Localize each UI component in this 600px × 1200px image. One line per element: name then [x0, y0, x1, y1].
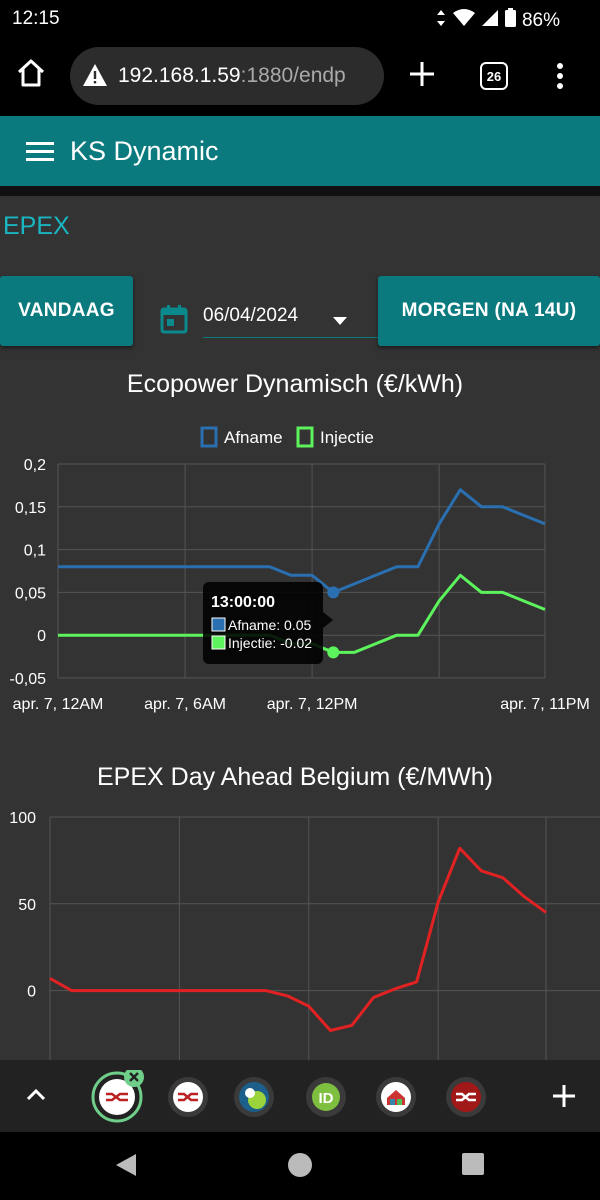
- warning-icon[interactable]: [82, 63, 108, 92]
- tooltip-title: 13:00:00: [211, 594, 275, 611]
- app-dock: ID: [0, 1060, 600, 1132]
- x-tick-label: apr. 7, 12AM: [13, 696, 104, 713]
- y-tick-label: -0,05: [10, 671, 47, 688]
- series-line-afname: [58, 488, 546, 594]
- tooltip-caret: [323, 612, 333, 628]
- y-tick-label: 0: [27, 984, 36, 1001]
- tooltip-swatch-1: [211, 635, 226, 650]
- date-value: 06/04/2024: [203, 305, 299, 326]
- today-button[interactable]: VANDAAG: [0, 276, 133, 346]
- y-tick-label: 0,2: [24, 457, 46, 474]
- battery-percent: 86%: [521, 9, 560, 31]
- x-tick-label: apr. 7, 11PM: [500, 696, 590, 713]
- hamburger-menu-icon[interactable]: [26, 140, 54, 167]
- more-menu-icon[interactable]: [556, 62, 564, 95]
- app-title: KS Dynamic: [70, 136, 219, 166]
- status-bar: 12:15 86%: [0, 0, 600, 38]
- home-nav-icon[interactable]: [287, 1152, 313, 1183]
- url-host: 192.168.1.59: [118, 64, 241, 87]
- tooltip-swatch-0: [211, 617, 226, 632]
- tooltip-box: [203, 582, 323, 664]
- status-time: 12:15: [12, 8, 60, 29]
- new-tab-button[interactable]: [408, 60, 436, 93]
- y-tick-label: 0,05: [15, 585, 46, 602]
- epex-chart[interactable]: 100 50 0: [0, 800, 600, 1060]
- tooltip-line-0: Afname: 0.05: [228, 617, 311, 633]
- system-nav-bar: [0, 1132, 600, 1200]
- section-title: EPEX: [3, 212, 70, 240]
- nodered-app-icon-2[interactable]: [166, 1075, 210, 1124]
- url-text[interactable]: 192.168.1.59:1880/endp: [118, 64, 376, 88]
- add-icon[interactable]: [552, 1084, 576, 1113]
- legend-swatch-1: [296, 426, 314, 448]
- status-icons: 86%: [435, 8, 560, 33]
- header-divider: [0, 186, 600, 196]
- series-line-epex: [49, 846, 547, 1032]
- chevron-down-icon[interactable]: [333, 312, 347, 330]
- nodered-app-icon[interactable]: [90, 1067, 144, 1129]
- app-header: KS Dynamic: [0, 116, 600, 186]
- energy-app-icon[interactable]: [232, 1075, 276, 1124]
- tab-switcher-button[interactable]: 26: [480, 62, 508, 90]
- data-arrows-icon: [435, 9, 447, 33]
- home-app-icon[interactable]: [374, 1075, 418, 1124]
- url-bar[interactable]: 192.168.1.59:1880/endp: [70, 47, 384, 105]
- legend-swatch-0: [200, 426, 218, 448]
- date-picker[interactable]: 06/04/2024: [203, 298, 378, 338]
- x-tick-label: apr. 7, 12PM: [267, 696, 358, 713]
- wifi-icon: [452, 8, 475, 33]
- back-icon[interactable]: [114, 1152, 138, 1183]
- url-path: :1880/endp: [240, 64, 346, 87]
- chart2-title: EPEX Day Ahead Belgium (€/MWh): [97, 763, 493, 791]
- y-tick-label: 0,1: [24, 543, 46, 560]
- tomorrow-button[interactable]: MORGEN (NA 14U): [378, 276, 600, 346]
- calendar-icon[interactable]: [160, 304, 188, 339]
- legend-label-0: Afname: [224, 428, 283, 447]
- hover-point-injectie: [327, 646, 340, 659]
- battery-icon: [504, 8, 516, 33]
- y-tick-label: 0: [37, 628, 46, 645]
- id-app-icon[interactable]: ID: [304, 1075, 348, 1124]
- chart1-title: Ecopower Dynamisch (€/kWh): [126, 370, 464, 398]
- svg-text:ID: ID: [319, 1090, 334, 1107]
- ecopower-chart[interactable]: Afname Injectie 0,2 0,15 0,1 0,05 0 -0,05 apr. 7…: [0, 420, 600, 720]
- chevron-up-icon[interactable]: [26, 1088, 46, 1106]
- hover-point-afname: [327, 586, 340, 599]
- browser-toolbar: 192.168.1.59:1880/endp 26: [0, 38, 600, 116]
- x-tick-label: apr. 7, 6AM: [144, 696, 226, 713]
- signal-icon: [481, 9, 499, 33]
- nodered-app-icon-3[interactable]: [444, 1075, 488, 1124]
- home-button[interactable]: [16, 58, 52, 94]
- tooltip-line-1: Injectie: -0.02: [228, 635, 312, 651]
- recents-icon[interactable]: [462, 1153, 484, 1180]
- y-tick-label: 0,15: [15, 500, 46, 517]
- y-tick-label: 50: [18, 897, 36, 914]
- y-tick-label: 100: [9, 810, 36, 827]
- legend-label-1: Injectie: [320, 428, 374, 447]
